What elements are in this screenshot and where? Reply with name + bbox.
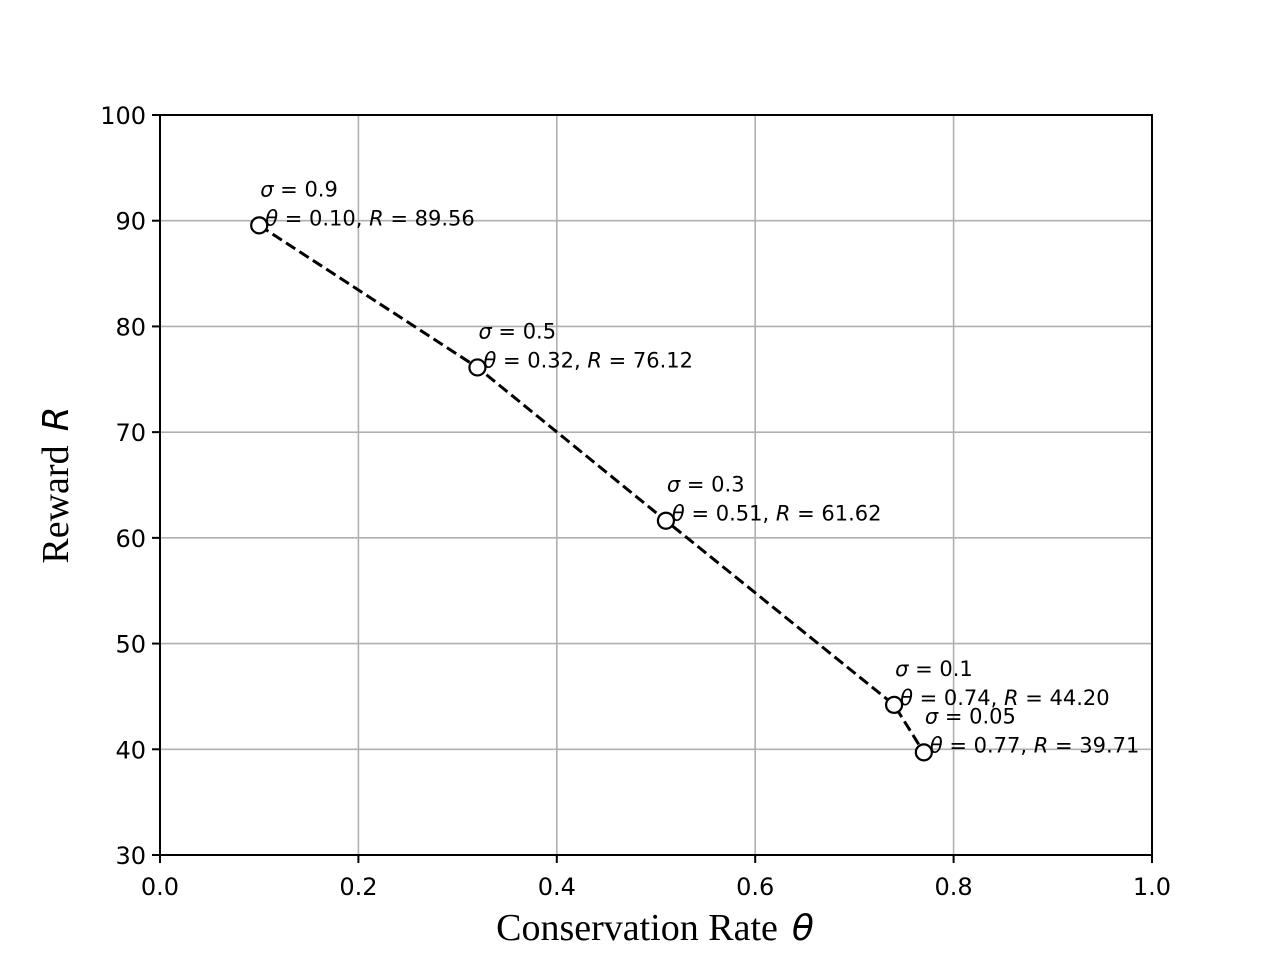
axis-ticks: 0.0 0.2 0.4 0.6 0.8 1.0 30 40 50 60 70 80 90 100 xyxy=(100,102,1171,901)
annotation-sigma: σ = 0.05 xyxy=(925,704,1016,728)
y-tick-label: 40 xyxy=(115,736,146,764)
x-tick-label: 0.8 xyxy=(935,873,973,901)
y-axis-title-symbol: R xyxy=(36,406,77,431)
data-point-marker xyxy=(468,358,487,377)
y-tick-label: 50 xyxy=(115,631,146,659)
annotation-sigma: σ = 0.9 xyxy=(260,177,338,201)
data-point-marker xyxy=(250,216,269,235)
x-tick-label: 0.6 xyxy=(736,873,774,901)
annotation-theta-reward: θ = 0.51, R = 61.62 xyxy=(672,502,882,526)
x-tick-label: 0.2 xyxy=(339,873,377,901)
y-tick-label: 100 xyxy=(100,102,146,130)
data-point-marker xyxy=(914,743,933,762)
annotation-theta-reward: θ = 0.74, R = 44.20 xyxy=(900,686,1110,710)
data-point-marker xyxy=(656,511,676,530)
y-tick-label: 80 xyxy=(115,313,146,341)
annotation-sigma: σ = 0.1 xyxy=(895,657,973,681)
annotation-theta-reward: θ = 0.10, R = 89.56 xyxy=(265,206,475,230)
y-tick-label: 30 xyxy=(115,842,146,870)
data-markers xyxy=(250,216,933,762)
x-tick-label: 0.0 xyxy=(141,873,179,901)
x-axis-title-symbol: θ xyxy=(792,908,814,949)
y-axis-title: Reward R xyxy=(35,406,77,563)
x-axis-title: Conservation Rate θ xyxy=(496,907,814,949)
annotation-sigma: σ = 0.5 xyxy=(478,319,556,343)
data-point-marker xyxy=(884,695,904,714)
plot-frame xyxy=(159,114,1153,856)
annotation-theta-reward: θ = 0.32, R = 76.12 xyxy=(483,348,693,372)
x-axis-title-text: Conservation Rate xyxy=(496,907,778,949)
annotation-theta-reward: θ = 0.77, R = 39.71 xyxy=(930,733,1140,757)
y-tick-label: 70 xyxy=(115,419,146,447)
y-tick-label: 90 xyxy=(115,208,146,236)
point-annotations: σ = 0.9 θ = 0.10, R = 89.56 σ = 0.5 θ = 0.3… xyxy=(260,177,1139,757)
y-axis-title-text: Reward xyxy=(35,445,77,563)
y-tick-label: 60 xyxy=(115,525,146,553)
x-tick-label: 0.4 xyxy=(538,873,576,901)
x-tick-label: 1.0 xyxy=(1133,873,1171,901)
annotation-sigma: σ = 0.3 xyxy=(667,473,745,497)
